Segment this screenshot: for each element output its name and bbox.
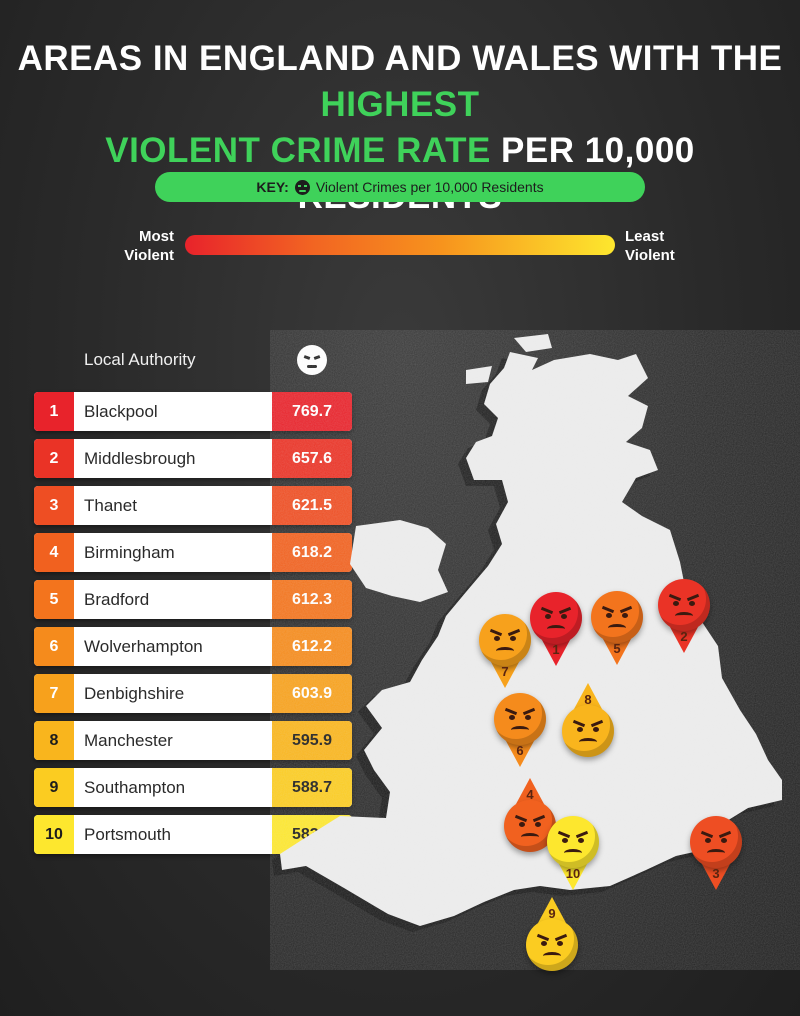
rank-badge: 4 xyxy=(34,533,74,572)
key-prefix: KEY: xyxy=(256,179,289,195)
key-legend: KEY: Violent Crimes per 10,000 Residents xyxy=(155,172,645,202)
pointer-up-icon xyxy=(574,683,602,709)
authority-name: Manchester xyxy=(84,731,173,750)
angry-face-icon xyxy=(547,816,599,868)
scale-most-line1: Most xyxy=(139,228,174,245)
authority-name: Southampton xyxy=(84,778,186,797)
gradient-scale-bar xyxy=(185,235,615,255)
pin-rank-label: 5 xyxy=(613,641,621,656)
authority-name: Denbighshire xyxy=(84,684,185,703)
pin-rank-label: 3 xyxy=(712,866,720,881)
authority-name: Bradford xyxy=(84,590,150,609)
rank-badge: 7 xyxy=(34,674,74,713)
rank-badge: 10 xyxy=(34,815,74,854)
scale-least-line2: Violent xyxy=(625,247,675,264)
key-text: Violent Crimes per 10,000 Residents xyxy=(315,179,544,195)
angry-face-icon xyxy=(562,705,614,757)
authority-name: Wolverhampton xyxy=(84,637,203,656)
pin-rank-label: 6 xyxy=(516,743,524,758)
pin-rank-label: 2 xyxy=(680,629,688,644)
scale-most-line2: Violent xyxy=(124,247,174,264)
pointer-down-icon xyxy=(702,864,730,890)
pointer-down-icon xyxy=(491,662,519,688)
scale-least-label: Least Violent xyxy=(625,227,695,265)
rank-badge: 8 xyxy=(34,721,74,760)
pointer-down-icon xyxy=(559,864,587,890)
table-header-local-authority: Local Authority xyxy=(84,350,196,369)
pin-rank-label: 4 xyxy=(526,787,534,802)
rank-badge: 5 xyxy=(34,580,74,619)
pointer-down-icon xyxy=(603,639,631,665)
rank-badge: 1 xyxy=(34,392,74,431)
title-line1-green: HIGHEST xyxy=(320,85,480,124)
map-landmass xyxy=(270,330,800,970)
rank-badge: 3 xyxy=(34,486,74,525)
title-line1-white: AREAS IN ENGLAND AND WALES WITH THE xyxy=(17,39,783,78)
authority-name: Thanet xyxy=(84,496,137,515)
pin-rank-label: 7 xyxy=(501,664,509,679)
authority-name: Birmingham xyxy=(84,543,175,562)
pointer-down-icon xyxy=(670,627,698,653)
pin-rank-label: 9 xyxy=(548,906,556,921)
authority-name: Middlesbrough xyxy=(84,449,196,468)
angry-face-icon xyxy=(294,179,310,195)
pointer-up-icon xyxy=(516,778,544,804)
rank-badge: 9 xyxy=(34,768,74,807)
angry-face-icon xyxy=(526,919,578,971)
authority-name: Blackpool xyxy=(84,402,158,421)
authority-name: Portsmouth xyxy=(84,825,171,844)
angry-face-icon xyxy=(494,693,546,745)
pin-rank-label: 8 xyxy=(584,692,592,707)
scale-most-label: Most Violent xyxy=(112,227,174,265)
rank-badge: 2 xyxy=(34,439,74,478)
title-line2-green: VIOLENT CRIME RATE xyxy=(105,131,491,170)
angry-face-icon xyxy=(658,579,710,631)
pointer-down-icon xyxy=(506,741,534,767)
pointer-up-icon xyxy=(538,897,566,923)
rank-badge: 6 xyxy=(34,627,74,666)
pin-rank-label: 1 xyxy=(552,642,560,657)
scale-least-line1: Least xyxy=(625,228,665,245)
pin-rank-label: 10 xyxy=(565,866,581,881)
uk-map xyxy=(270,330,800,970)
angry-face-icon xyxy=(591,591,643,643)
angry-face-icon xyxy=(690,816,742,868)
pointer-down-icon xyxy=(542,640,570,666)
angry-face-icon xyxy=(530,592,582,644)
angry-face-icon xyxy=(479,614,531,666)
